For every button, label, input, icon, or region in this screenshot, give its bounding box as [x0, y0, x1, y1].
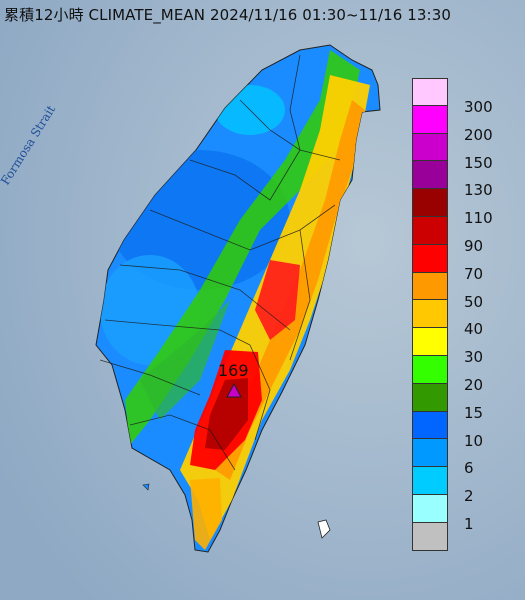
- legend-label: 50: [464, 292, 484, 311]
- legend-swatch: [412, 494, 448, 523]
- legend-row: 10: [412, 411, 522, 450]
- legend-swatch: [412, 328, 448, 356]
- legend-swatch: [412, 189, 448, 217]
- county-boundaries: [99, 54, 341, 471]
- legend-label: 70: [464, 264, 484, 283]
- peak-marker-icon[interactable]: [226, 382, 242, 398]
- legend-row: 200: [412, 105, 522, 144]
- legend-swatch: [412, 300, 448, 329]
- legend-swatch: [412, 133, 448, 162]
- legend-label: 110: [464, 209, 493, 228]
- legend-swatch: [412, 216, 448, 245]
- rainfall-legend: 300 200 150 130 110 90 70 50 40 30 20 15 10 6 2 1: [412, 78, 522, 551]
- legend-swatch: [412, 78, 448, 106]
- legend-row: 1: [412, 494, 522, 533]
- legend-label: 30: [464, 348, 484, 367]
- legend-row: 110: [412, 189, 522, 227]
- legend-label: 150: [464, 153, 493, 172]
- legend-label: 130: [464, 181, 493, 200]
- legend-row: 6: [412, 439, 522, 477]
- legend-row: 150: [412, 133, 522, 172]
- legend-row: 50: [412, 272, 522, 311]
- map-title: 累積12小時 CLIMATE_MEAN 2024/11/16 01:30~11/…: [4, 6, 451, 24]
- legend-label: 40: [464, 320, 484, 339]
- legend-label: 1: [464, 514, 474, 533]
- legend-row: 20: [412, 355, 522, 394]
- legend-row: [412, 522, 522, 551]
- legend-label: 20: [464, 375, 484, 394]
- legend-swatch: [412, 439, 448, 468]
- legend-swatch: [412, 161, 448, 190]
- legend-swatch: [412, 522, 448, 551]
- legend-label: 90: [464, 236, 484, 255]
- legend-swatch: [412, 467, 448, 495]
- legend-label: 300: [464, 98, 493, 116]
- legend-swatch: [412, 244, 448, 273]
- legend-row: 2: [412, 467, 522, 505]
- legend-label: 200: [464, 125, 493, 144]
- legend-row: 30: [412, 328, 522, 366]
- legend-swatch: [412, 272, 448, 301]
- legend-row: 90: [412, 216, 522, 255]
- legend-swatch: [412, 383, 448, 412]
- islet: [142, 483, 150, 491]
- peak-value-label: 169: [218, 361, 249, 380]
- legend-swatch: [412, 411, 448, 440]
- legend-label: 10: [464, 431, 484, 450]
- legend-swatch: [412, 355, 448, 384]
- legend-row: 40: [412, 300, 522, 338]
- legend-row: 300: [412, 78, 522, 116]
- legend-swatch: [412, 105, 448, 134]
- legend-label: 6: [464, 459, 474, 478]
- green-island: [317, 519, 331, 539]
- legend-row: 15: [412, 383, 522, 422]
- legend-label: 2: [464, 487, 474, 506]
- legend-row: 70: [412, 244, 522, 283]
- legend-row: 130: [412, 161, 522, 199]
- legend-label: 15: [464, 403, 484, 422]
